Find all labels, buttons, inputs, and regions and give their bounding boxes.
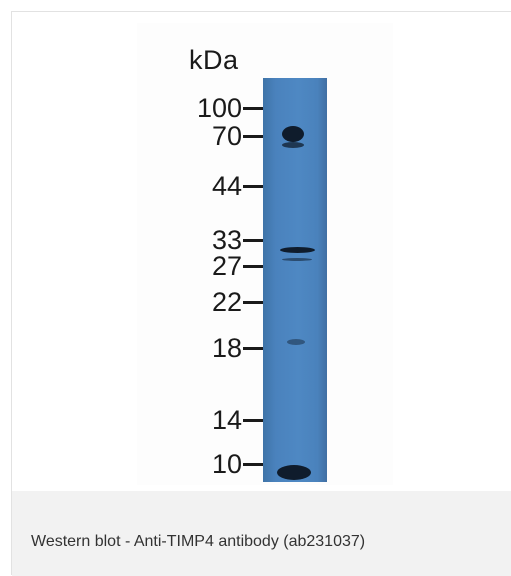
marker-label: 33 bbox=[211, 225, 242, 255]
marker-18: 18 bbox=[137, 333, 264, 363]
marker-10: 10 bbox=[137, 449, 264, 479]
band-30kda bbox=[282, 258, 312, 261]
marker-tick bbox=[243, 135, 264, 138]
marker-tick bbox=[243, 107, 264, 110]
marker-tick bbox=[243, 265, 264, 268]
marker-44: 44 bbox=[137, 171, 264, 201]
marker-tick bbox=[243, 463, 264, 466]
band-80kda bbox=[282, 126, 304, 142]
marker-label: 14 bbox=[211, 405, 242, 435]
unit-label: kDa bbox=[189, 45, 239, 75]
blot-lane bbox=[263, 78, 327, 482]
marker-33: 33 bbox=[137, 225, 264, 255]
marker-label: 44 bbox=[211, 171, 242, 201]
band-10kda bbox=[277, 465, 311, 480]
band-70kda bbox=[282, 142, 304, 148]
figure-caption: Western blot - Anti-TIMP4 antibody (ab23… bbox=[31, 533, 366, 550]
marker-label: 22 bbox=[211, 287, 242, 317]
figure-card: kDa 100 70 44 33 27 22 bbox=[11, 11, 511, 576]
marker-tick bbox=[243, 419, 264, 422]
band-33kda bbox=[280, 247, 315, 253]
marker-22: 22 bbox=[137, 287, 264, 317]
marker-tick bbox=[243, 185, 264, 188]
marker-14: 14 bbox=[137, 405, 264, 435]
figure-image-area[interactable]: kDa 100 70 44 33 27 22 bbox=[12, 12, 511, 491]
marker-label: 70 bbox=[211, 121, 242, 151]
marker-label: 18 bbox=[211, 333, 242, 363]
marker-27: 27 bbox=[137, 251, 264, 281]
marker-label: 100 bbox=[196, 93, 242, 123]
marker-tick bbox=[243, 301, 264, 304]
marker-label: 27 bbox=[211, 251, 242, 281]
marker-tick bbox=[243, 347, 264, 350]
marker-70: 70 bbox=[137, 121, 264, 151]
marker-100: 100 bbox=[137, 93, 264, 123]
marker-tick bbox=[243, 239, 264, 242]
western-blot-image: kDa 100 70 44 33 27 22 bbox=[137, 23, 393, 485]
caption-bar: Western blot - Anti-TIMP4 antibody (ab23… bbox=[12, 491, 511, 576]
band-19kda bbox=[287, 339, 305, 345]
marker-label: 10 bbox=[211, 449, 242, 479]
